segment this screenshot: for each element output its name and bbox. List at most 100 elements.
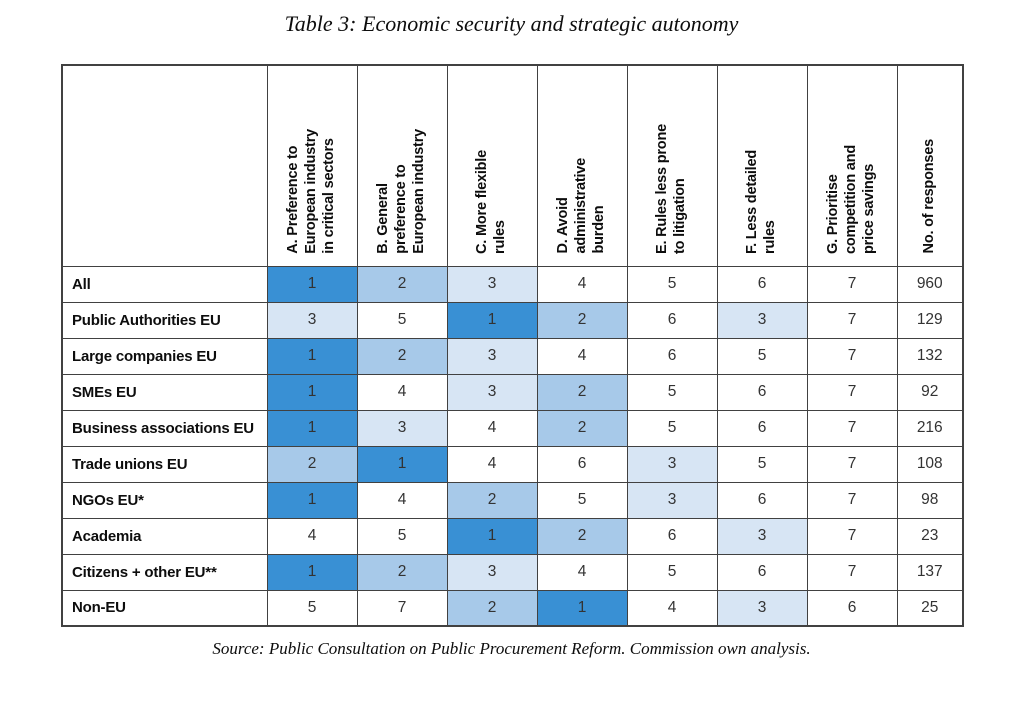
rank-cell: 2 [356,337,448,375]
row-label: All [61,265,268,303]
rank-cell: 6 [626,301,718,339]
rank-cell: 7 [806,409,898,447]
column-header-a-label: A. Preference to European industry in cr… [285,128,337,254]
source-caption: Source: Public Consultation on Public Pr… [212,639,811,658]
responses-cell: 25 [896,589,964,627]
rank-cell: 7 [806,553,898,591]
rank-cell: 3 [446,265,538,303]
responses-cell: 216 [896,409,964,447]
row-label: Citizens + other EU** [61,553,268,591]
rank-cell: 7 [806,373,898,411]
table-title: Table 3: Economic security and strategic… [284,11,739,36]
column-header-e: E. Rules less prone to litigation [626,64,718,267]
rank-cell: 5 [626,265,718,303]
rank-cell: 7 [806,265,898,303]
responses-cell: 23 [896,517,964,555]
rank-cell: 7 [356,589,448,627]
rank-cell: 1 [266,553,358,591]
column-header-f-label: F. Less detailed rules [744,149,778,254]
column-header-a: A. Preference to European industry in cr… [266,64,358,267]
rank-cell: 5 [626,553,718,591]
column-header-g: G. Prioritise competition and price savi… [806,64,898,267]
rank-cell: 7 [806,517,898,555]
rank-cell: 3 [446,337,538,375]
row-label: Large companies EU [61,337,268,375]
rank-cell: 6 [716,265,808,303]
row-label: Academia [61,517,268,555]
rank-cell: 4 [536,337,628,375]
table-row-smes: SMEs EU 1 4 3 2 5 6 7 92 [61,373,964,411]
rank-cell: 2 [446,589,538,627]
row-label: Non-EU [61,589,268,627]
rank-cell: 7 [806,301,898,339]
rank-cell: 4 [536,553,628,591]
row-label: Public Authorities EU [61,301,268,339]
table-row-business-associations: Business associations EU 1 3 4 2 5 6 7 2… [61,409,964,447]
rank-cell: 2 [536,517,628,555]
rank-cell: 5 [536,481,628,519]
rank-cell: 2 [356,553,448,591]
column-header-responses-label: No. of responses [920,139,937,254]
rank-cell: 5 [356,301,448,339]
column-header-d-label: D. Avoid administrative burden [555,157,607,254]
table-row-academia: Academia 4 5 1 2 6 3 7 23 [61,517,964,555]
rank-cell: 3 [716,589,808,627]
rank-cell: 2 [536,409,628,447]
rank-cell: 3 [626,481,718,519]
row-label: Trade unions EU [61,445,268,483]
rank-cell: 1 [536,589,628,627]
row-label: NGOs EU* [61,481,268,519]
table-container: A. Preference to European industry in cr… [61,64,964,627]
responses-cell: 960 [896,265,964,303]
rank-cell: 1 [266,481,358,519]
rank-cell: 3 [716,301,808,339]
row-label: Business associations EU [61,409,268,447]
rank-cell: 6 [716,409,808,447]
rank-cell: 5 [266,589,358,627]
rankings-table: A. Preference to European industry in cr… [61,64,964,627]
responses-cell: 129 [896,301,964,339]
rank-cell: 6 [626,337,718,375]
rank-cell: 2 [536,373,628,411]
rank-cell: 1 [356,445,448,483]
rank-cell: 7 [806,337,898,375]
column-header-f: F. Less detailed rules [716,64,808,267]
responses-cell: 92 [896,373,964,411]
rank-cell: 4 [446,409,538,447]
rank-cell: 1 [266,265,358,303]
rank-cell: 4 [266,517,358,555]
rank-cell: 3 [716,517,808,555]
rank-cell: 7 [806,481,898,519]
rank-cell: 4 [626,589,718,627]
table-row-non-eu: Non-EU 5 7 2 1 4 3 6 25 [61,589,964,627]
column-header-responses: No. of responses [896,64,964,267]
rank-cell: 6 [806,589,898,627]
rank-cell: 5 [626,373,718,411]
rank-cell: 4 [356,373,448,411]
rank-cell: 1 [446,517,538,555]
column-header-b-label: B. General preference to European indust… [375,128,427,254]
rank-cell: 4 [446,445,538,483]
rank-cell: 6 [716,481,808,519]
rank-cell: 6 [716,373,808,411]
rank-cell: 3 [446,373,538,411]
rank-cell: 3 [446,553,538,591]
rank-cell: 1 [266,337,358,375]
responses-cell: 108 [896,445,964,483]
rank-cell: 5 [716,337,808,375]
header-row: A. Preference to European industry in cr… [61,64,964,267]
rank-cell: 2 [356,265,448,303]
table-row-large-companies: Large companies EU 1 2 3 4 6 5 7 132 [61,337,964,375]
column-header-g-label: G. Prioritise competition and price savi… [825,144,877,254]
table-row-trade-unions: Trade unions EU 2 1 4 6 3 5 7 108 [61,445,964,483]
table-row-ngos: NGOs EU* 1 4 2 5 3 6 7 98 [61,481,964,519]
rank-cell: 7 [806,445,898,483]
rank-cell: 4 [356,481,448,519]
responses-cell: 98 [896,481,964,519]
rank-cell: 3 [626,445,718,483]
rank-cell: 3 [356,409,448,447]
rank-cell: 5 [626,409,718,447]
rank-cell: 1 [266,409,358,447]
rank-cell: 6 [716,553,808,591]
rank-cell: 2 [446,481,538,519]
